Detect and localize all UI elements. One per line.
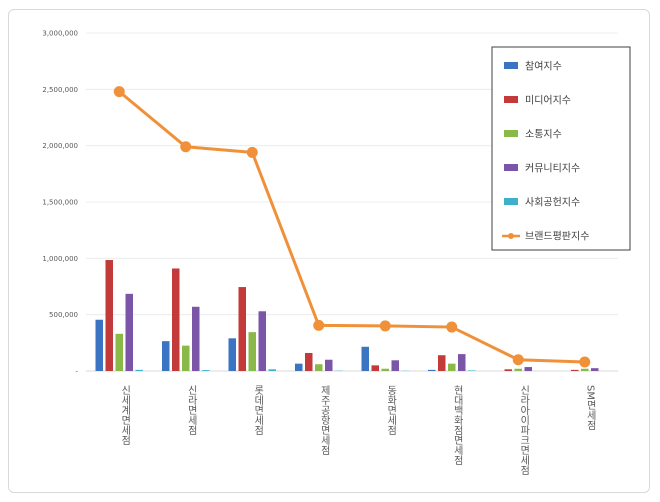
y-tick-label: 2,000,000 (42, 142, 78, 150)
bar-커뮤니티지수 (524, 367, 532, 371)
line-point (180, 141, 192, 153)
bar-커뮤니티지수 (325, 359, 333, 371)
bar-소통지수 (581, 368, 589, 371)
bar-참여지수 (162, 341, 170, 371)
legend-label: 미디어지수 (525, 95, 571, 107)
x-category-label: 제주공항면세점 (318, 385, 330, 455)
bar-미디어지수 (305, 352, 313, 371)
line-브랜드평판지수 (118, 90, 585, 364)
legend-swatch (504, 164, 518, 171)
x-category-label: 롯데면세점 (252, 385, 264, 435)
bar-커뮤니티지수 (125, 293, 133, 371)
y-tick-label: 3,000,000 (42, 30, 78, 38)
bar-참여지수 (95, 319, 103, 371)
x-category-label: 신라아이파크면세점 (518, 385, 530, 475)
legend-label: 사회공헌지수 (525, 197, 580, 209)
line-point (313, 319, 325, 331)
x-category-label: 현대백화점면세점 (451, 385, 463, 465)
legend-label: 브랜드평판지수 (525, 231, 589, 243)
legend-label: 커뮤니티지수 (525, 163, 580, 175)
bar-소통지수 (381, 368, 389, 371)
x-category-label: 신세계면세점 (119, 385, 131, 445)
bar-참여지수 (428, 369, 436, 371)
bar-미디어지수 (371, 365, 379, 371)
bar-커뮤니티지수 (192, 306, 200, 371)
line-point (246, 146, 258, 158)
bar-소통지수 (248, 332, 256, 371)
bar-참여지수 (295, 363, 303, 371)
legend-swatch (504, 130, 518, 137)
bar-소통지수 (448, 363, 456, 371)
legend-marker (508, 233, 514, 239)
bar-사회공헌지수 (135, 369, 143, 371)
line-point (446, 321, 458, 333)
legend-swatch (504, 62, 518, 69)
x-category-label: 신라면세점 (185, 385, 197, 435)
legend-label: 참여지수 (525, 61, 562, 73)
bar-커뮤니티지수 (458, 354, 466, 371)
x-category-label: 동화면세점 (385, 385, 397, 435)
y-tick-label: 500,000 (49, 311, 78, 319)
bar-미디어지수 (504, 369, 512, 371)
line-point (512, 354, 524, 366)
legend-swatch (504, 198, 518, 205)
y-tick-label: 2,500,000 (42, 86, 78, 94)
bar-커뮤니티지수 (258, 311, 266, 371)
bar-소통지수 (315, 364, 323, 371)
y-tick-label: 1,500,000 (42, 199, 78, 207)
legend-swatch (504, 96, 518, 103)
bar-커뮤니티지수 (391, 360, 399, 371)
y-tick-label: - (75, 368, 78, 376)
bar-미디어지수 (172, 268, 180, 371)
bar-커뮤니티지수 (591, 368, 599, 371)
chart-frame (8, 9, 650, 493)
bar-사회공헌지수 (268, 369, 276, 371)
bar-소통지수 (115, 333, 123, 371)
bar-미디어지수 (438, 355, 446, 371)
bar-소통지수 (514, 368, 522, 371)
bar-미디어지수 (238, 287, 246, 371)
line-point (379, 320, 391, 332)
legend-box (491, 46, 631, 251)
bar-참여지수 (361, 346, 369, 371)
legend-label: 소통지수 (525, 129, 562, 141)
line-point (113, 86, 125, 98)
bar-사회공헌지수 (202, 370, 210, 371)
x-category-label: SM면세점 (584, 385, 596, 430)
bar-소통지수 (182, 345, 190, 371)
bar-미디어지수 (571, 369, 579, 371)
bar-미디어지수 (105, 260, 113, 371)
bar-사회공헌지수 (468, 370, 476, 371)
y-tick-label: 1,000,000 (42, 255, 78, 263)
line-point (579, 356, 591, 368)
bar-참여지수 (228, 338, 236, 371)
